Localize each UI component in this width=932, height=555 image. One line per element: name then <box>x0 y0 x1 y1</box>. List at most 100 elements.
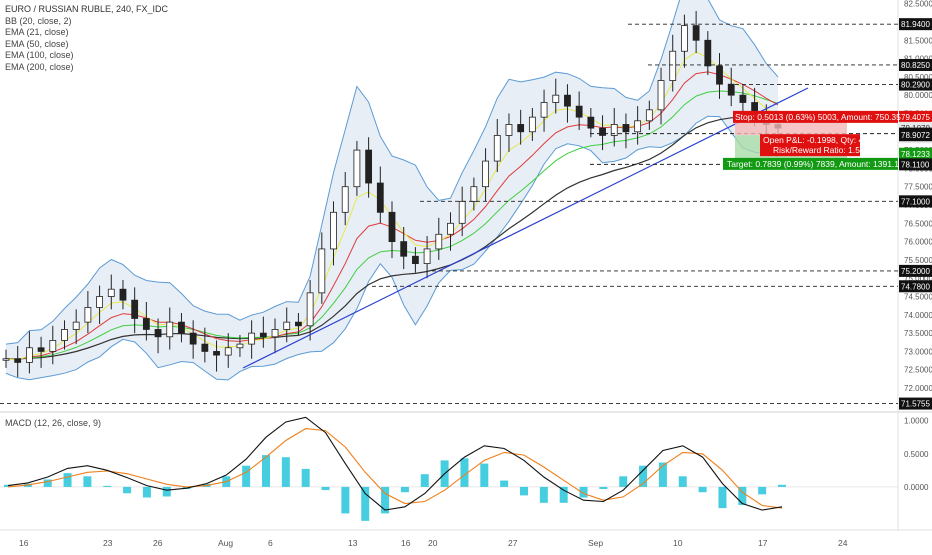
macd-hist-bar <box>480 463 489 487</box>
price-tick-label: 76.0000 <box>904 238 932 247</box>
candle-body <box>131 299 139 319</box>
macd-hist-bar <box>43 479 52 487</box>
time-tick-label: 10 <box>673 538 683 548</box>
price-level-label: 77.1000 <box>901 197 930 206</box>
price-level-label: 80.2900 <box>901 81 930 90</box>
macd-hist-bar <box>758 486 767 495</box>
candle-body <box>224 347 232 356</box>
candle-body <box>587 116 595 129</box>
target-text: Target: 0.7839 (0.99%) 7839, Amount: 139… <box>727 159 899 169</box>
stop-box <box>733 110 898 123</box>
candle-body <box>295 321 302 327</box>
candle-body <box>72 321 80 330</box>
macd-hist-bar <box>162 486 171 497</box>
candle-body <box>540 102 548 118</box>
bollinger-upper <box>5 0 779 345</box>
candle-body <box>552 94 560 103</box>
candle-body <box>283 321 291 330</box>
macd-hist-bar <box>281 457 290 487</box>
time-tick-label: 16 <box>401 538 411 548</box>
candle-body <box>447 222 454 235</box>
price-level-label: 78.9072 <box>901 131 930 140</box>
macd-hist-bar <box>341 486 350 514</box>
macd-hist-bar <box>520 486 528 496</box>
price-level-label: 78.1233 <box>901 150 930 159</box>
candle-body <box>306 292 314 327</box>
price-level-tag <box>899 58 932 71</box>
time-tick-label: 27 <box>508 538 518 548</box>
macd-hist-bar <box>63 473 72 487</box>
price-level-label: 80.8250 <box>901 61 930 70</box>
time-tick-label: Aug <box>218 538 233 548</box>
price-tick-label: 80.0000 <box>904 91 932 100</box>
candle-body <box>575 105 583 118</box>
candle-body <box>645 109 653 122</box>
ema200-line <box>5 115 779 360</box>
price-level-label: 74.7800 <box>901 282 930 291</box>
candle-body <box>400 241 408 257</box>
rr-text: Risk/Reward Ratio: 1.57 <box>773 145 865 155</box>
time-tick-label: 16 <box>19 538 29 548</box>
macd-hist-bar <box>400 486 409 493</box>
bollinger-lower <box>5 115 779 381</box>
legend-ema200[interactable]: EMA (200, close) <box>5 61 74 72</box>
candle-body <box>213 351 220 356</box>
price-tick-label: 73.0000 <box>904 347 932 356</box>
candle-body <box>25 347 33 363</box>
price-tick-label: 77.5000 <box>904 183 932 192</box>
macd-hist-bar <box>301 468 310 487</box>
candle-body <box>49 340 57 352</box>
macd-line <box>7 416 783 511</box>
macd-tick-label: 0.5000 <box>904 450 929 459</box>
pnl-box <box>760 134 860 157</box>
candle-body <box>528 116 536 133</box>
legend-ema100[interactable]: EMA (100, close) <box>5 50 74 60</box>
candle-body <box>365 149 373 184</box>
candle-body <box>259 332 267 338</box>
macd-hist-bar <box>639 465 648 487</box>
macd-hist-bar <box>420 474 429 487</box>
macd-hist-bar <box>103 485 112 487</box>
candle-body <box>14 358 22 363</box>
legend-bb[interactable]: BB (20, close, 2) <box>5 15 72 26</box>
price-level-tag <box>899 18 932 31</box>
price-level-label: 79.4075 <box>901 113 930 122</box>
macd-hist-bar <box>539 486 548 503</box>
legend-ema50[interactable]: EMA (50, close) <box>5 38 69 49</box>
price-level-tag <box>899 147 932 160</box>
target-box <box>723 157 898 170</box>
candle-body <box>142 318 150 330</box>
candle-body <box>681 25 688 52</box>
time-tick-label: 24 <box>838 538 848 548</box>
candle-body <box>435 233 443 250</box>
price-level-tag <box>899 195 932 208</box>
macd-hist-bar <box>142 486 151 498</box>
macd-hist-bar <box>242 465 251 487</box>
indicator-legend: EURO / RUSSIAN RUBLE, 240, FX_IDC BB (20… <box>5 4 168 73</box>
candle-body <box>692 25 700 41</box>
candle-body <box>166 321 174 338</box>
macd-legend[interactable]: MACD (12, 26, close, 9) <box>5 418 102 428</box>
macd-hist-bar <box>123 486 132 494</box>
candle-body <box>704 39 712 67</box>
time-tick-label: 20 <box>428 538 438 548</box>
price-level-label: 75.2000 <box>901 267 930 276</box>
price-level-tag <box>899 264 932 277</box>
candle-body <box>341 186 349 213</box>
legend-ema21[interactable]: EMA (21, close) <box>5 27 69 37</box>
time-tick-label: 26 <box>153 538 163 548</box>
time-tick-label: 6 <box>268 538 273 548</box>
candle-body <box>376 182 384 213</box>
candle-body <box>505 124 513 136</box>
price-tick-label: 75.0000 <box>904 274 932 283</box>
time-tick-label: 17 <box>758 538 768 548</box>
candle-body <box>411 255 419 264</box>
macd-hist-bar <box>738 486 747 505</box>
macd-tick-label: 0.0000 <box>904 483 929 492</box>
stop-text: Stop: 0.5013 (0.63%) 5003, Amount: 750.3… <box>735 112 901 122</box>
macd-hist-bar <box>559 486 568 503</box>
candle-body <box>119 288 127 301</box>
candle-body <box>716 65 723 85</box>
